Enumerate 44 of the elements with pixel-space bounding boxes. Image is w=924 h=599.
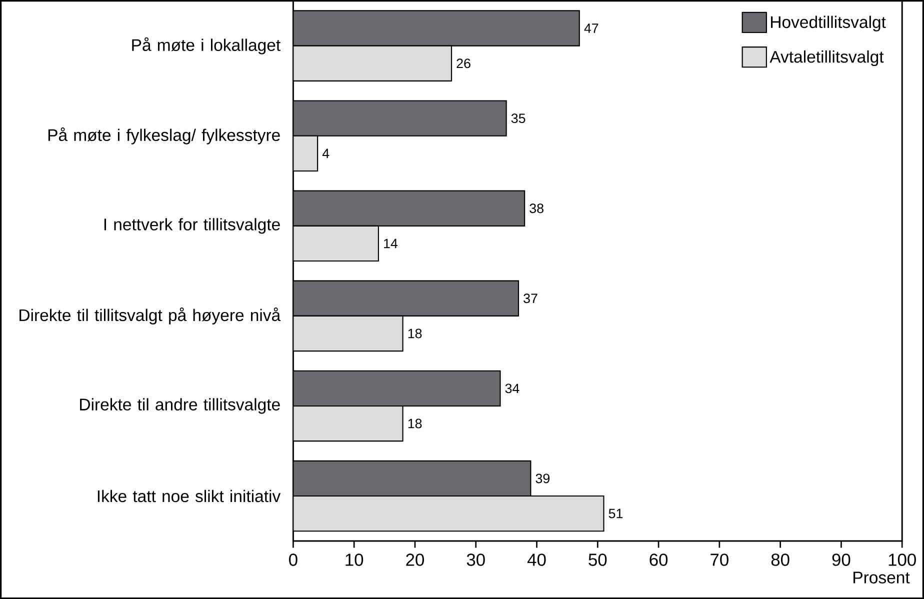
legend-label: Hovedtillitsvalgt (771, 16, 886, 32)
bar (293, 190, 526, 226)
data-label: 51 (608, 508, 623, 518)
x-tick-label: 90 (832, 554, 850, 566)
data-label: 26 (456, 58, 470, 68)
legend-label: Avtaletillitsvalgt (770, 50, 884, 66)
x-tick-label: 0 (289, 554, 298, 566)
bar (293, 10, 580, 46)
x-tick-label: 10 (346, 554, 364, 566)
y-tick-label: Ikke tatt noe slikt initiativ (98, 490, 281, 502)
data-label: 39 (536, 474, 550, 484)
data-label: 38 (530, 204, 544, 214)
x-tick-label: 60 (650, 554, 668, 566)
bar (293, 495, 604, 532)
y-tick-label: I nettverk for tillitsvalgte (104, 218, 280, 234)
x-tick-label: 30 (466, 554, 485, 566)
bar (293, 100, 507, 136)
data-label: 14 (384, 238, 398, 248)
x-tick-label: 40 (527, 554, 546, 566)
data-label: 47 (584, 24, 598, 33)
y-tick-label: Direkte til andre tillitsvalgte (80, 398, 280, 414)
data-label: 18 (408, 418, 422, 428)
data-label: 35 (511, 114, 526, 124)
bar (293, 135, 318, 172)
bar (293, 370, 501, 406)
bar (293, 280, 520, 316)
data-label: 4 (322, 148, 330, 158)
y-tick-label: På møte i fylkeslag/ fylkesstyre (48, 127, 280, 144)
y-tick-label: På møte i lokallaget (132, 37, 280, 54)
bar (293, 405, 404, 442)
x-axis-title: Prosent (854, 572, 910, 584)
data-label: 37 (524, 294, 538, 304)
x-tick-label: 80 (771, 554, 790, 566)
data-label: 18 (408, 328, 422, 338)
data-label: 34 (505, 384, 520, 394)
bar (293, 460, 532, 497)
bar (293, 225, 379, 262)
y-tick-label: Direkte til tillitsvalgt på høyere nivå (20, 307, 281, 324)
x-tick-label: 100 (888, 554, 916, 566)
x-tick-label: 70 (710, 554, 728, 566)
bar (293, 315, 404, 352)
bar (293, 45, 452, 82)
x-tick-label: 50 (588, 554, 607, 566)
x-tick-label: 20 (406, 554, 424, 566)
